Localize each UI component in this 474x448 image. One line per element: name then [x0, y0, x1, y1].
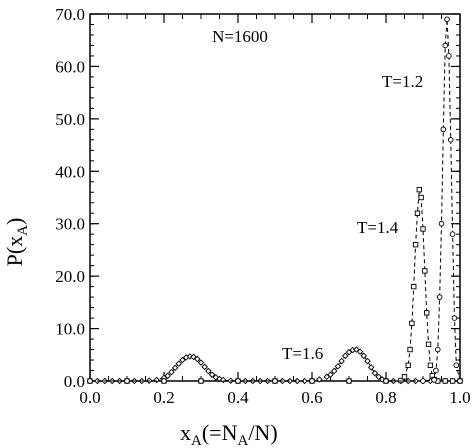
label-t14: T=1.4: [357, 218, 399, 237]
data-point: [424, 310, 430, 316]
y-tick-label: 50.0: [55, 110, 85, 129]
data-point: [416, 186, 422, 193]
data-point: [171, 364, 179, 372]
data-point: [87, 378, 93, 384]
data-point: [364, 357, 371, 365]
data-point: [293, 377, 301, 385]
data-point: [447, 137, 454, 143]
label-t16: T=1.6: [282, 344, 323, 363]
data-point: [457, 378, 463, 384]
data-point: [342, 352, 349, 360]
data-point: [367, 364, 375, 371]
data-point: [420, 378, 426, 384]
x-tick-label: 0.2: [153, 388, 174, 407]
series-line-T=1.4: [90, 189, 460, 382]
data-point: [330, 367, 338, 375]
data-point: [425, 341, 432, 347]
data-point: [216, 375, 223, 383]
series-line-T=1.2: [90, 19, 461, 382]
data-point: [422, 268, 428, 274]
data-point: [198, 378, 204, 384]
data-point: [418, 194, 424, 201]
x-axis-title: xA(=NA/N): [180, 420, 278, 448]
data-point: [405, 362, 411, 368]
data-point: [235, 378, 241, 384]
data-point: [444, 16, 450, 23]
data-point: [208, 371, 216, 378]
data-point: [407, 346, 413, 353]
label-t12: T=1.2: [382, 72, 423, 91]
data-point: [442, 42, 448, 49]
data-point: [446, 53, 452, 59]
data-point: [316, 376, 323, 383]
data-point: [219, 376, 227, 384]
data-point: [412, 242, 419, 248]
data-point: [371, 369, 379, 377]
x-tick-label: 0.6: [301, 388, 322, 407]
data-point: [161, 378, 167, 384]
y-tick-label: 30.0: [55, 215, 85, 234]
data-point: [420, 226, 426, 232]
data-point: [398, 377, 404, 384]
data-point: [453, 362, 460, 369]
data-point: [375, 373, 382, 381]
annotation-n: N=1600: [212, 27, 268, 46]
y-tick-label: 70.0: [55, 5, 85, 24]
data-point: [168, 368, 175, 376]
data-point: [414, 210, 421, 216]
data-point: [124, 378, 130, 384]
data-point: [438, 220, 445, 227]
data-point: [431, 377, 437, 383]
data-point: [301, 377, 308, 385]
data-point: [338, 357, 345, 365]
x-tick-label: 0.4: [227, 388, 249, 407]
y-axis-title: P(xA): [2, 218, 31, 267]
data-point: [194, 355, 201, 363]
data-point: [435, 346, 441, 353]
y-tick-label: 20.0: [55, 267, 85, 286]
y-tick-label: 60.0: [55, 57, 85, 76]
data-point: [309, 378, 315, 384]
y-tick-label: 40.0: [55, 162, 85, 181]
data-point: [353, 346, 360, 353]
data-point: [212, 374, 220, 381]
data-point: [272, 378, 278, 384]
data-point: [433, 367, 439, 374]
data-point: [153, 376, 160, 384]
data-point: [449, 231, 456, 237]
data-point: [411, 283, 417, 290]
data-point: [449, 378, 456, 384]
y-tick-label: 0.0: [64, 372, 85, 391]
data-point: [436, 294, 443, 300]
plot-frame: [89, 13, 461, 382]
data-point: [179, 356, 186, 364]
data-point: [201, 363, 208, 371]
data-point: [205, 367, 212, 375]
series-layer: [86, 16, 464, 385]
x-tick-label: 0.0: [79, 388, 100, 407]
data-point: [383, 378, 389, 384]
data-point: [190, 353, 197, 361]
data-point: [346, 378, 352, 384]
ticks-layer: 0.0 0.2 0.4 0.6 0.8 1.0 0.0 10.0 20.0 30.0 40.0 50.…: [55, 5, 470, 407]
data-point: [360, 352, 368, 360]
data-point: [409, 320, 415, 326]
data-point: [427, 362, 434, 368]
data-point: [401, 374, 408, 380]
data-point: [327, 371, 334, 378]
data-point: [334, 363, 342, 370]
data-point: [442, 378, 448, 384]
x-tick-label: 0.8: [375, 388, 396, 407]
x-tick-label: 1.0: [449, 388, 470, 407]
data-point: [440, 126, 447, 133]
data-point: [197, 359, 205, 366]
data-point: [164, 372, 171, 379]
data-point: [175, 360, 183, 367]
data-point: [356, 348, 364, 355]
data-point: [451, 315, 458, 321]
y-tick-label: 10.0: [55, 320, 85, 339]
